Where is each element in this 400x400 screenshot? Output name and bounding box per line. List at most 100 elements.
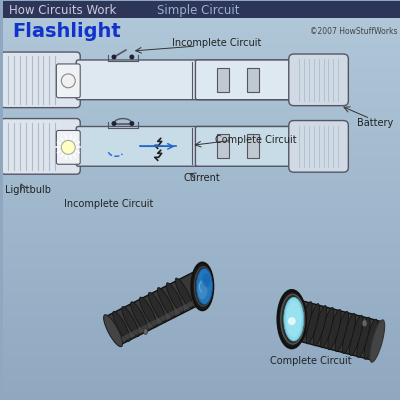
Bar: [3, 163, 400, 164]
Ellipse shape: [113, 311, 130, 341]
Bar: [3, 28, 400, 29]
Bar: [3, 262, 400, 264]
Bar: [3, 253, 400, 254]
Bar: [3, 3, 400, 4]
Bar: [3, 33, 400, 34]
Bar: [3, 53, 400, 54]
Bar: [3, 71, 400, 72]
Bar: [3, 349, 400, 350]
Bar: [3, 58, 400, 59]
Bar: [3, 20, 400, 21]
Bar: [3, 100, 400, 101]
Bar: [3, 332, 400, 333]
Bar: [3, 68, 400, 69]
Bar: [3, 17, 400, 18]
Bar: [3, 201, 400, 202]
Bar: [3, 272, 400, 274]
Bar: [3, 284, 400, 286]
Bar: [3, 344, 400, 345]
Ellipse shape: [278, 290, 306, 348]
Bar: [3, 49, 400, 50]
Bar: [3, 160, 400, 161]
Bar: [3, 198, 400, 199]
Bar: [3, 95, 400, 96]
Bar: [3, 70, 400, 71]
Bar: [3, 374, 400, 375]
Bar: [3, 324, 400, 325]
Bar: [3, 260, 400, 262]
Bar: [3, 308, 400, 309]
Bar: [3, 391, 400, 392]
Bar: [3, 348, 400, 349]
Bar: [3, 378, 400, 379]
Bar: [3, 102, 400, 103]
Polygon shape: [288, 300, 382, 360]
Bar: [3, 111, 400, 112]
Ellipse shape: [357, 317, 370, 358]
Bar: [3, 185, 400, 186]
Bar: [3, 186, 400, 187]
Bar: [3, 191, 400, 192]
Bar: [3, 222, 400, 223]
Bar: [3, 241, 400, 242]
Text: How Circuits Work: How Circuits Work: [9, 4, 116, 17]
Bar: [3, 292, 400, 293]
Bar: [3, 184, 400, 185]
Bar: [3, 54, 400, 55]
Text: ©2007 HowStuffWorks: ©2007 HowStuffWorks: [310, 27, 397, 36]
Bar: [3, 380, 400, 381]
Bar: [3, 134, 400, 136]
Bar: [3, 113, 400, 114]
Bar: [3, 330, 400, 331]
Bar: [3, 340, 400, 341]
Bar: [3, 304, 400, 305]
Bar: [3, 43, 400, 44]
Bar: [3, 315, 400, 316]
Bar: [3, 231, 400, 232]
Bar: [3, 167, 400, 168]
Ellipse shape: [328, 309, 341, 350]
Bar: [3, 36, 400, 37]
Bar: [3, 60, 400, 61]
Bar: [3, 323, 400, 324]
Bar: [3, 66, 400, 67]
Bar: [3, 170, 400, 171]
Bar: [3, 296, 400, 297]
Bar: [3, 79, 400, 80]
Bar: [3, 46, 400, 47]
Bar: [3, 350, 400, 351]
Bar: [3, 181, 400, 182]
Bar: [3, 105, 400, 106]
Bar: [3, 196, 400, 197]
Bar: [3, 287, 400, 288]
Bar: [3, 236, 400, 237]
Bar: [3, 99, 400, 100]
Bar: [3, 197, 400, 198]
Bar: [3, 194, 400, 195]
Bar: [3, 376, 400, 377]
Circle shape: [129, 54, 134, 60]
Bar: [3, 363, 400, 364]
Bar: [3, 239, 400, 240]
Bar: [3, 132, 400, 134]
Bar: [3, 390, 400, 391]
Polygon shape: [106, 272, 208, 345]
Bar: [3, 84, 400, 85]
Bar: [3, 366, 400, 367]
Bar: [3, 218, 400, 219]
Bar: [3, 353, 400, 354]
Bar: [3, 73, 400, 74]
Bar: [3, 217, 400, 218]
Bar: [3, 37, 400, 38]
Bar: [3, 309, 400, 310]
Bar: [3, 362, 400, 363]
Bar: [3, 98, 400, 99]
Ellipse shape: [157, 288, 175, 318]
Bar: [3, 29, 400, 30]
Bar: [3, 175, 400, 176]
Bar: [3, 150, 400, 151]
Bar: [3, 240, 400, 241]
Bar: [3, 203, 400, 204]
Bar: [3, 248, 400, 249]
Bar: [3, 266, 400, 268]
